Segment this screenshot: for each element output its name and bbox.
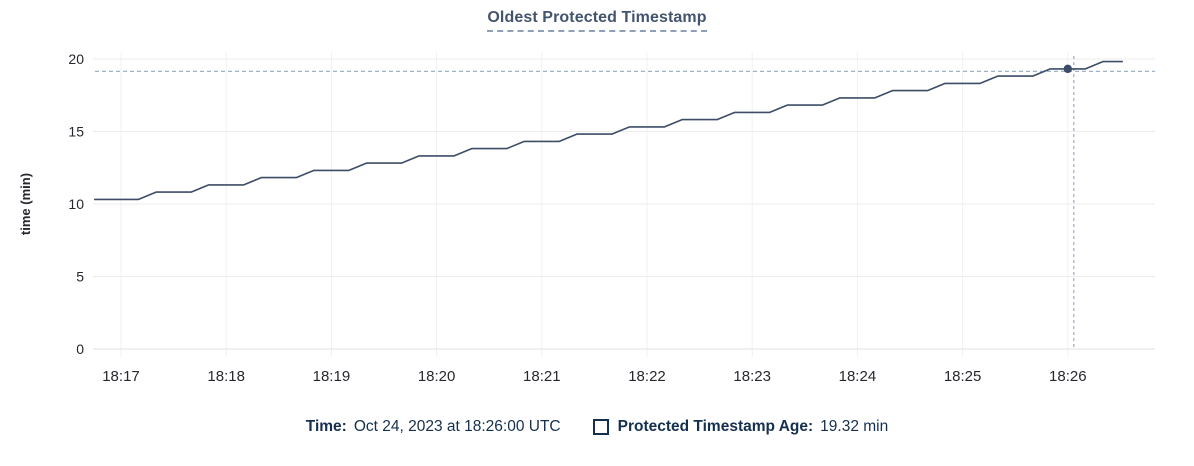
x-axis-tick-label: 18:22: [628, 368, 666, 385]
y-axis-title: time (min): [18, 173, 33, 235]
legend-time-value: Oct 24, 2023 at 18:26:00 UTC: [353, 418, 561, 435]
x-axis-tick-label: 18:25: [944, 368, 982, 385]
y-axis-tick-label: 0: [76, 341, 84, 357]
legend-time: Time: Oct 24, 2023 at 18:26:00 UTC: [306, 418, 561, 436]
chart-title-row: Oldest Protected Timestamp: [0, 9, 1194, 32]
x-axis-tick-label: 18:17: [102, 368, 140, 385]
chart-title: Oldest Protected Timestamp: [487, 9, 707, 32]
y-axis-tick-label: 15: [68, 124, 84, 140]
x-axis-tick-label: 18:19: [313, 368, 351, 385]
x-axis-tick-label: 18:23: [733, 368, 771, 385]
crosshair-data-point-dot: [1063, 64, 1073, 74]
y-axis-tick-label: 5: [76, 269, 84, 285]
x-axis-tick-label: 18:18: [207, 368, 245, 385]
chart-legend: Time: Oct 24, 2023 at 18:26:00 UTC Prote…: [0, 418, 1194, 436]
legend-series-label: Protected Timestamp Age:: [617, 418, 814, 435]
x-axis-tick-label: 18:21: [523, 368, 561, 385]
protected-timestamp-age-line: [93, 60, 1123, 201]
x-axis-tick-label: 18:26: [1049, 368, 1087, 385]
legend-time-label: Time:: [305, 418, 347, 435]
x-axis-tick-label: 18:20: [418, 368, 456, 385]
y-axis-tick-label: 20: [68, 51, 84, 67]
legend-series-value: 19.32 min: [820, 418, 889, 435]
y-axis-tick-label: 10: [68, 196, 84, 212]
series-toggle-checkbox[interactable]: [592, 419, 609, 435]
legend-series: Protected Timestamp Age: 19.32 min: [592, 418, 889, 436]
x-axis-tick-label: 18:24: [839, 368, 877, 385]
